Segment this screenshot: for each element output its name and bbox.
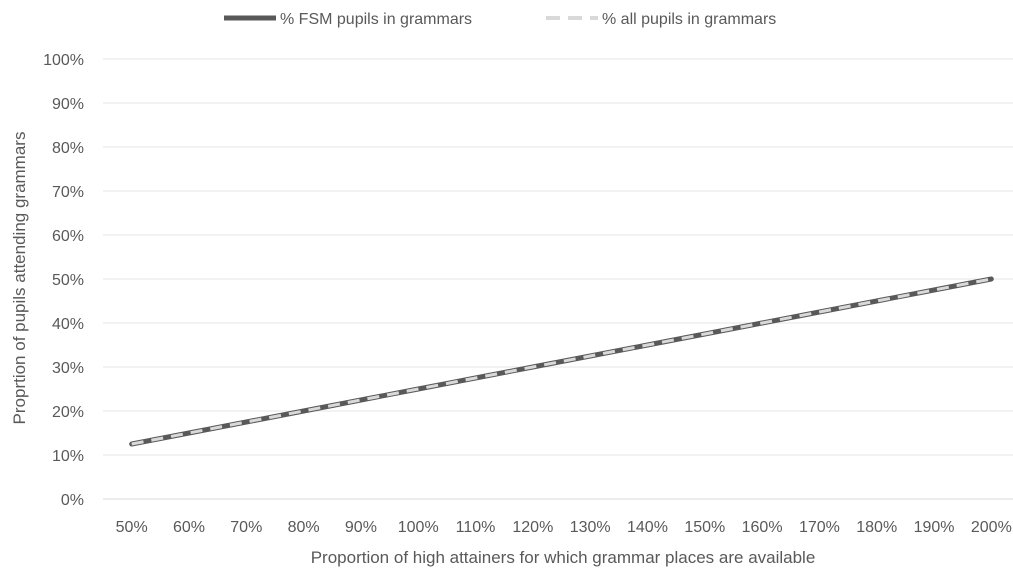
y-tick-label-0: 0% xyxy=(61,492,84,509)
x-tick-label-190: 190% xyxy=(914,519,955,536)
y-axis-tick-labels: 0% 10% 20% 30% 40% 50% 60% 70% 80% 90% 100% xyxy=(43,52,84,509)
y-tick-label-90: 90% xyxy=(52,96,84,113)
x-tick-label-180: 180% xyxy=(856,519,897,536)
legend-label-all: % all pupils in grammars xyxy=(602,11,776,28)
legend-item-fsm: % FSM pupils in grammars xyxy=(224,11,472,28)
y-tick-label-100: 100% xyxy=(43,52,84,69)
y-tick-label-20: 20% xyxy=(52,404,84,421)
legend-item-all: % all pupils in grammars xyxy=(546,11,776,28)
x-tick-label-120: 120% xyxy=(512,519,553,536)
x-tick-label-170: 170% xyxy=(799,519,840,536)
x-tick-label-110: 110% xyxy=(456,519,496,536)
y-axis-title: Proprtion of pupils attending grammars xyxy=(10,132,29,425)
x-tick-label-90: 90% xyxy=(345,519,377,536)
x-tick-label-80: 80% xyxy=(288,519,320,536)
legend-label-fsm: % FSM pupils in grammars xyxy=(280,11,472,28)
x-tick-label-130: 130% xyxy=(570,519,611,536)
y-tick-label-30: 30% xyxy=(52,360,84,377)
series-line-all xyxy=(131,277,992,446)
y-tick-label-80: 80% xyxy=(52,140,84,157)
x-axis-title: Proportion of high attainers for which g… xyxy=(311,548,816,567)
x-tick-label-200: 200% xyxy=(971,519,1012,536)
y-tick-label-40: 40% xyxy=(52,316,84,333)
legend: % FSM pupils in grammars % all pupils in… xyxy=(224,11,776,28)
x-axis-tick-labels: 50% 60% 70% 80% 90% 100% 110% 120% 130% 140% 150% 1… xyxy=(116,519,1012,536)
series-lines xyxy=(129,276,994,447)
gridlines xyxy=(103,58,1013,456)
x-tick-label-50: 50% xyxy=(116,519,148,536)
x-tick-label-100: 100% xyxy=(398,519,439,536)
x-tick-label-150: 150% xyxy=(684,519,725,536)
x-tick-label-160: 160% xyxy=(742,519,783,536)
y-tick-label-70: 70% xyxy=(52,184,84,201)
y-tick-label-50: 50% xyxy=(52,272,84,289)
x-tick-label-60: 60% xyxy=(173,519,205,536)
x-tick-label-70: 70% xyxy=(230,519,262,536)
y-tick-label-60: 60% xyxy=(52,228,84,245)
x-tick-label-140: 140% xyxy=(627,519,668,536)
y-tick-label-10: 10% xyxy=(52,448,84,465)
